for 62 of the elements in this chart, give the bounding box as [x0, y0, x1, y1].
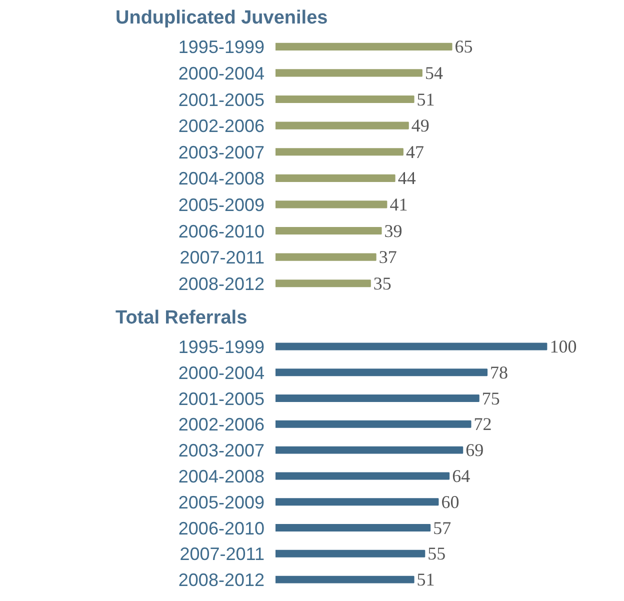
- y-tick-label: 2004-2008: [178, 466, 265, 486]
- data-label: 47: [406, 142, 424, 162]
- bar: [276, 576, 414, 584]
- y-tick-label: 2005-2009: [178, 492, 265, 512]
- y-tick-label: 2008-2012: [178, 570, 265, 590]
- y-tick-label: 2007-2011: [180, 544, 265, 564]
- data-label: 41: [390, 194, 408, 214]
- bar: [276, 280, 371, 288]
- data-label: 57: [433, 518, 452, 538]
- data-label: 78: [490, 362, 508, 382]
- bar: [276, 253, 376, 261]
- data-label: 75: [482, 388, 500, 408]
- data-label: 60: [441, 492, 460, 512]
- data-label: 72: [474, 414, 492, 434]
- y-tick-label: 2008-2012: [178, 274, 265, 294]
- data-label: 51: [416, 570, 435, 590]
- bar: [276, 524, 431, 532]
- chart-title: Unduplicated Juveniles: [116, 8, 328, 28]
- bar: [276, 174, 396, 182]
- data-label: 37: [378, 247, 397, 268]
- y-tick-label: 2000-2004: [178, 362, 265, 383]
- data-label: 69: [466, 440, 484, 460]
- y-tick-label: 2001-2005: [178, 90, 265, 110]
- data-label: 44: [398, 168, 416, 188]
- y-tick-label: 2000-2004: [178, 63, 265, 84]
- y-tick-label: 1995-1999: [178, 336, 265, 357]
- y-tick-label: 2007-2011: [180, 248, 265, 268]
- data-label: 65: [454, 36, 473, 57]
- bar: [276, 368, 488, 376]
- data-label: 54: [424, 62, 443, 83]
- bar: [276, 200, 388, 208]
- data-label: 51: [416, 89, 435, 110]
- y-tick-label: 2006-2010: [178, 518, 265, 538]
- bar: [276, 95, 414, 104]
- y-tick-label: 2006-2010: [178, 221, 265, 242]
- bar: [276, 122, 409, 130]
- data-label: 35: [373, 273, 392, 294]
- bar: [276, 226, 382, 235]
- y-tick-label: 2001-2005: [178, 388, 265, 409]
- y-tick-label: 2002-2006: [178, 414, 265, 435]
- y-tick-label: 2003-2007: [178, 142, 265, 162]
- y-tick-label: 1995-1999: [178, 37, 265, 58]
- data-label: 39: [384, 220, 402, 241]
- y-tick-label: 2002-2006: [178, 116, 265, 136]
- bar: [276, 69, 422, 77]
- bar: [276, 42, 452, 50]
- bar: [276, 472, 450, 480]
- bar: [276, 446, 464, 454]
- bar: [276, 498, 439, 506]
- bar: [276, 342, 548, 350]
- bar: [276, 148, 404, 156]
- y-tick-label: 2003-2007: [178, 440, 265, 461]
- bar: [276, 550, 426, 558]
- y-tick-label: 2005-2009: [178, 194, 265, 215]
- chart-title: Total Referrals: [116, 308, 248, 328]
- data-label: 100: [550, 336, 577, 356]
- y-tick-label: 2004-2008: [178, 168, 265, 189]
- bar: [276, 420, 472, 428]
- data-label: 64: [452, 466, 470, 486]
- data-label: 49: [411, 116, 430, 136]
- data-label: 55: [428, 544, 446, 564]
- bar: [276, 394, 480, 402]
